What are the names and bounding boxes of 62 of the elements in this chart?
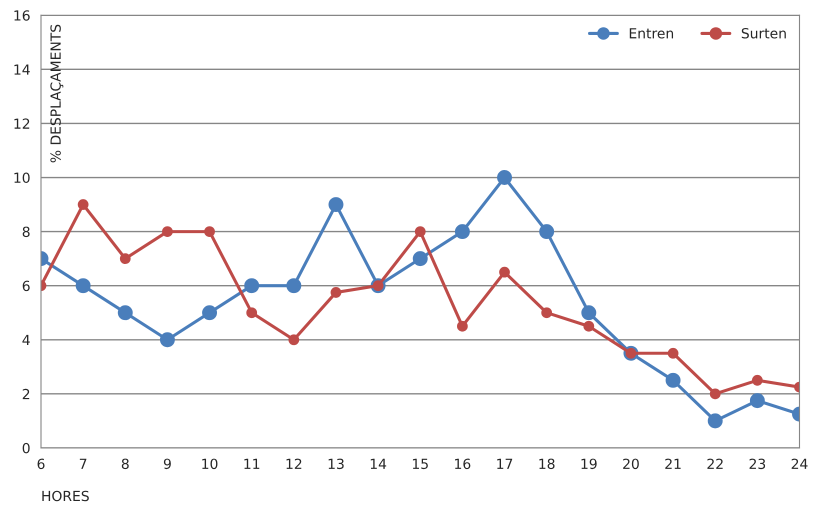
x-tick-label: 24 — [792, 458, 808, 469]
x-axis-title: HORES — [42, 490, 89, 502]
point — [118, 305, 133, 320]
point — [708, 413, 723, 428]
y-tick-label: 4 — [22, 334, 30, 346]
point — [76, 278, 91, 294]
point — [160, 332, 175, 348]
x-tick-label: 6 — [38, 458, 45, 470]
point — [541, 307, 552, 318]
x-tick-label: 19 — [581, 458, 597, 470]
point — [414, 226, 426, 237]
y-tick-label: 10 — [14, 172, 30, 183]
point — [666, 372, 681, 388]
y-tick-label: 0 — [22, 442, 30, 454]
point — [412, 251, 428, 266]
x-tick-label: 13 — [328, 458, 344, 470]
point — [78, 199, 89, 210]
y-axis-title: % DESPLAÇAMENTS — [50, 24, 64, 162]
point — [120, 253, 131, 264]
point — [583, 320, 594, 332]
y-tick-label: 2 — [22, 388, 30, 400]
point — [246, 307, 258, 318]
x-tick-label: 10 — [202, 458, 218, 470]
x-tick-label: 15 — [412, 458, 428, 470]
point — [202, 305, 218, 320]
point — [286, 278, 302, 294]
point — [752, 374, 763, 386]
point — [330, 287, 342, 298]
x-tick-label: 14 — [370, 458, 386, 469]
x-tick-label: 16 — [455, 458, 470, 470]
x-tick-label: 22 — [707, 458, 723, 469]
y-tick-label: 16 — [14, 10, 30, 21]
point — [710, 388, 721, 400]
legend-label: Surten — [742, 28, 786, 39]
x-tick-label: 18 — [539, 458, 555, 470]
point — [581, 305, 596, 320]
legend-label: Entren — [630, 28, 674, 39]
x-tick-label: 7 — [80, 458, 86, 469]
point — [457, 320, 468, 332]
x-tick-label: 11 — [244, 458, 260, 469]
point — [288, 334, 300, 346]
x-tick-label: 20 — [623, 458, 639, 470]
point — [244, 278, 260, 294]
point — [162, 226, 173, 237]
x-tick-label: 23 — [750, 458, 766, 470]
x-tick-label: 17 — [497, 458, 512, 469]
point — [668, 348, 678, 359]
x-tick-label: 9 — [164, 458, 171, 470]
x-tick-label: 12 — [286, 458, 302, 469]
point — [204, 226, 215, 237]
point — [499, 266, 510, 278]
y-tick-label: 12 — [14, 118, 30, 129]
y-tick-label: 8 — [22, 226, 30, 238]
point — [328, 197, 344, 212]
y-tick-label: 6 — [22, 280, 30, 292]
x-tick-label: 8 — [122, 458, 129, 470]
y-tick-label: 14 — [14, 64, 30, 75]
point — [539, 224, 554, 240]
x-tick-label: 21 — [665, 458, 681, 469]
point — [750, 393, 765, 408]
point — [497, 170, 512, 185]
point — [454, 224, 470, 240]
